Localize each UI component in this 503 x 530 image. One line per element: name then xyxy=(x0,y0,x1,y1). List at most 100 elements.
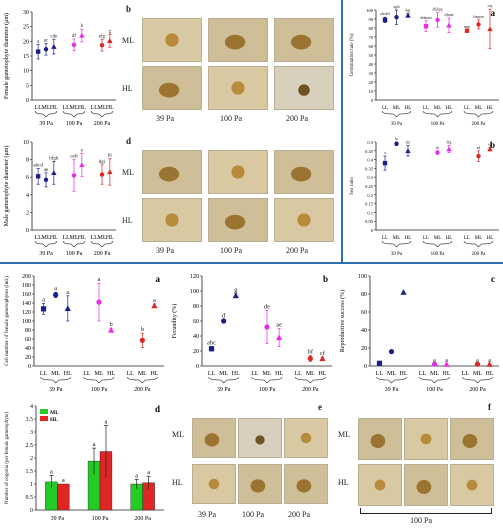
x-category-label: HL xyxy=(405,106,412,111)
data-label: a xyxy=(153,297,156,304)
bar xyxy=(57,483,70,511)
x-category-label: HL xyxy=(400,371,408,377)
data-label: cf xyxy=(320,350,326,357)
y-tick-label: 10 xyxy=(369,89,374,94)
data-label: bf xyxy=(308,349,314,356)
photo-f-hl-1 xyxy=(358,464,402,506)
data-point xyxy=(446,22,452,28)
y-tick-label: 8 xyxy=(26,158,29,164)
data-label: a xyxy=(147,469,150,476)
y-tick-label: 3 xyxy=(30,430,33,436)
data-point xyxy=(382,160,388,166)
y-tick-label: 40 xyxy=(369,62,374,67)
x-group-label: 39 Pa xyxy=(39,251,53,257)
bracket-f xyxy=(360,508,492,514)
data-point xyxy=(99,172,105,177)
y-tick-label: 5 xyxy=(26,83,29,89)
x-category-label: LL xyxy=(40,371,48,377)
y-tick-label: 0.5 xyxy=(26,495,34,501)
y-tick-label: 4 xyxy=(26,193,29,199)
data-point xyxy=(435,17,440,23)
data-label: cde xyxy=(50,34,58,39)
y-tick-label: 30 xyxy=(369,71,374,76)
x-category-label: HL xyxy=(443,371,451,377)
data-label: ae xyxy=(44,168,49,173)
panel-divider-vertical xyxy=(341,0,343,262)
x-group-label: 100 Pa xyxy=(66,121,83,127)
data-point xyxy=(51,170,57,175)
data-label: a xyxy=(54,285,57,292)
flow-label-200: 200 Pa xyxy=(288,510,310,519)
photo-f-hl-2 xyxy=(404,464,448,506)
x-category-label: HL xyxy=(487,106,494,111)
row-label-ml: ML xyxy=(338,430,350,439)
data-label: a xyxy=(42,296,45,303)
data-label: eg xyxy=(488,142,492,146)
data-point xyxy=(276,334,283,341)
panel-letter: e xyxy=(318,402,322,412)
data-point xyxy=(376,360,383,366)
data-label: a xyxy=(445,357,448,364)
data-label: bc xyxy=(395,137,399,141)
chart-sex-ratio: 0 0.05 0.1 0.15 0.2 0.25 0.3 0.35 0.4 0.45 0.5 Sex … xyxy=(350,137,499,257)
row-label-ml: ML xyxy=(122,36,134,45)
data-label: a xyxy=(488,357,491,364)
y-axis-label: Number of oogonia (per female gametophyt… xyxy=(5,412,10,504)
x-category-label: 100 Pa xyxy=(92,516,109,522)
y-tick-label: 2 xyxy=(26,210,29,216)
x-category-label: ML xyxy=(393,236,401,241)
x-category-label: HL xyxy=(64,371,72,377)
flow-label-39: 39 Pa xyxy=(156,246,174,255)
y-tick-label: 0 xyxy=(371,228,374,233)
group-bracket xyxy=(462,376,493,384)
data-label: a xyxy=(135,472,138,479)
y-tick-label: 1.5 xyxy=(26,469,34,475)
x-category-label: ML xyxy=(51,371,60,377)
y-tick-label: 0 xyxy=(30,508,33,514)
x-category-label: LL xyxy=(83,371,91,377)
y-tick-label: 20 xyxy=(369,80,374,85)
chart-oogonia: 0 0.5 1 1.5 2 2.5 3 3.5 4 Number of oogonia (per … xyxy=(5,404,164,522)
x-group-label: 100 Pa xyxy=(91,387,108,393)
data-label: abcd xyxy=(33,163,43,168)
y-tick-label: 0.45 xyxy=(365,149,374,154)
row-label-hl: HL xyxy=(172,478,183,487)
data-point xyxy=(64,305,71,311)
y-tick-label: 25 xyxy=(23,25,29,31)
data-point xyxy=(79,162,85,168)
x-group-label: 200 Pa xyxy=(94,121,111,127)
data-point xyxy=(40,306,47,312)
legend-label: HL xyxy=(50,417,58,423)
data-point xyxy=(53,292,59,298)
y-tick-label: 80 xyxy=(369,26,374,31)
data-label: g xyxy=(109,29,112,34)
group-bracket xyxy=(40,376,72,384)
y-tick-label: 20 xyxy=(361,346,367,352)
y-tick-label: 0 xyxy=(26,228,29,234)
x-category-label: HL xyxy=(318,371,326,377)
data-label: abcdef xyxy=(380,12,390,16)
x-category-label: HL xyxy=(446,106,453,111)
y-tick-label: 0.2 xyxy=(367,193,373,198)
photo-f-ml-2 xyxy=(404,418,448,460)
x-category-label: ML xyxy=(98,235,107,241)
x-group-label: 39 Pa xyxy=(391,252,403,257)
y-tick-label: 60 xyxy=(361,310,367,316)
y-tick-label: 15 xyxy=(23,54,29,60)
photo-d-hl-200 xyxy=(274,198,334,242)
photo-b-hl-39 xyxy=(142,66,202,110)
data-label: abc xyxy=(207,340,216,347)
y-tick-label: 100 xyxy=(22,319,31,325)
data-label: a xyxy=(476,357,479,364)
chart-female-diameter: 0 5 10 15 20 25 30 Female gametophyte diameter … xyxy=(3,10,116,127)
y-tick-label: 80 xyxy=(25,328,31,334)
data-label: aghi xyxy=(393,5,399,9)
y-tick-label: 140 xyxy=(22,301,31,307)
data-point xyxy=(400,289,407,295)
x-category-label: LL xyxy=(382,106,388,111)
group-bracket xyxy=(376,376,407,384)
y-tick-label: 0 xyxy=(28,364,31,370)
x-category-label: LL xyxy=(208,371,216,377)
